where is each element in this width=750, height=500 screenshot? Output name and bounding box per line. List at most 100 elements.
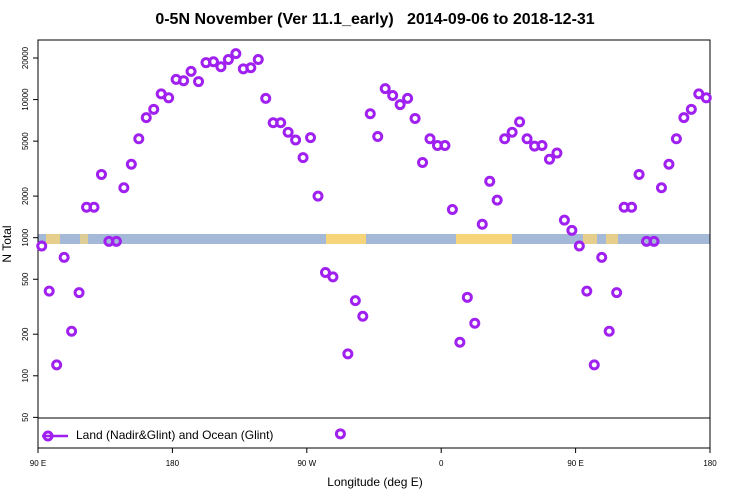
point: [36, 240, 48, 252]
point: [95, 168, 107, 180]
point: [491, 194, 503, 206]
point: [439, 140, 451, 152]
point: [88, 201, 100, 213]
point: [655, 182, 667, 194]
point: [521, 133, 533, 145]
land-band: [456, 234, 512, 244]
point: [454, 336, 466, 348]
point: [252, 54, 264, 66]
land-band: [583, 234, 597, 244]
y-tick-label: 2000: [21, 187, 30, 205]
point: [148, 103, 160, 115]
point: [230, 48, 242, 60]
point: [446, 203, 458, 215]
legend: Land (Nadir&Glint) and Ocean (Glint): [42, 428, 273, 442]
point: [275, 117, 287, 129]
coverage-band: [38, 234, 710, 244]
point: [633, 168, 645, 180]
y-tick-label: 100: [21, 369, 30, 383]
point: [43, 285, 55, 297]
point: [648, 235, 660, 247]
land-band: [46, 234, 60, 244]
x-tick-label: 90 E: [30, 459, 46, 468]
point: [476, 218, 488, 230]
y-axis-label: N Total: [0, 225, 14, 262]
point: [596, 251, 608, 263]
point: [245, 62, 257, 74]
land-band: [80, 234, 88, 244]
point: [484, 175, 496, 187]
point: [178, 75, 190, 87]
legend-label: Land (Nadir&Glint) and Ocean (Glint): [76, 428, 273, 442]
x-tick-label: 0: [439, 459, 444, 468]
point: [626, 201, 638, 213]
legend-marker: [42, 430, 54, 442]
point: [469, 317, 481, 329]
x-axis-label: Longitude (deg E): [327, 475, 422, 489]
point: [543, 153, 555, 165]
point: [58, 251, 70, 263]
y-tick-label: 1000: [21, 228, 30, 246]
point: [514, 116, 526, 128]
point: [394, 99, 406, 111]
point: [125, 158, 137, 170]
x-tick-label: 180: [703, 459, 717, 468]
point: [327, 271, 339, 283]
point: [402, 92, 414, 104]
point: [222, 54, 234, 66]
point: [372, 131, 384, 143]
point: [700, 92, 712, 104]
point: [678, 112, 690, 124]
point: [133, 133, 145, 145]
point: [573, 240, 585, 252]
point: [670, 133, 682, 145]
point: [685, 103, 697, 115]
point: [282, 126, 294, 138]
point: [290, 134, 302, 146]
point: [506, 126, 518, 138]
point: [342, 348, 354, 360]
point: [364, 108, 376, 120]
point: [417, 157, 429, 169]
point: [379, 83, 391, 95]
point: [499, 133, 511, 145]
point: [566, 224, 578, 236]
y-tick-label: 50: [21, 412, 30, 421]
point: [163, 92, 175, 104]
point: [305, 132, 317, 144]
point: [387, 90, 399, 102]
point: [185, 65, 197, 77]
point: [51, 359, 63, 371]
point: [558, 214, 570, 226]
y-tick-label: 500: [21, 272, 30, 286]
point: [581, 285, 593, 297]
point: [424, 133, 436, 145]
ocean-band: [38, 234, 710, 244]
point: [297, 152, 309, 164]
point: [461, 291, 473, 303]
point: [349, 295, 361, 307]
y-tick-label: 10000: [21, 88, 30, 111]
point: [536, 140, 548, 152]
x-tick-label: 90 W: [297, 459, 316, 468]
point: [140, 112, 152, 124]
point: [110, 235, 122, 247]
x-tick-label: 90 E: [567, 459, 583, 468]
point: [73, 287, 85, 299]
point: [588, 359, 600, 371]
point: [334, 428, 346, 440]
y-tick-label: 200: [21, 327, 30, 341]
point: [215, 61, 227, 73]
land-band: [326, 234, 366, 244]
point: [409, 112, 421, 124]
point: [193, 76, 205, 88]
x-tick-label: 180: [166, 459, 180, 468]
y-tick-label: 5000: [21, 132, 30, 150]
point: [603, 325, 615, 337]
point: [663, 158, 675, 170]
point: [207, 56, 219, 68]
point: [551, 147, 563, 159]
point: [319, 266, 331, 278]
point: [357, 310, 369, 322]
